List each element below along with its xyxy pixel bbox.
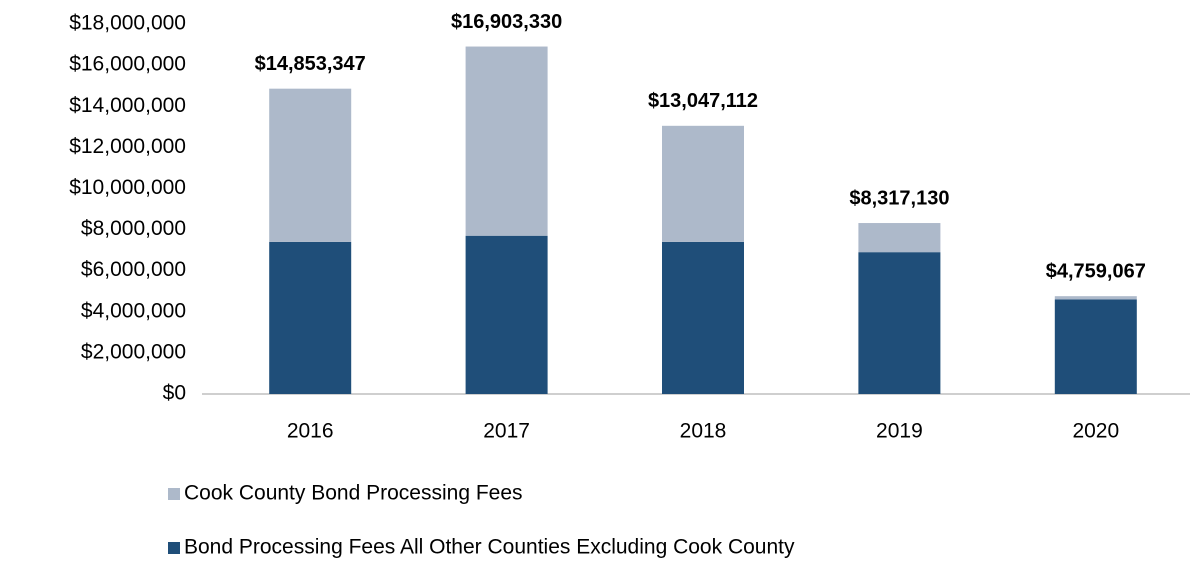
y-tick-label: $8,000,000 xyxy=(81,217,186,240)
total-label: $4,759,067 xyxy=(1046,260,1146,282)
bar-segment xyxy=(858,223,941,253)
y-tick-label: $14,000,000 xyxy=(69,94,186,117)
x-tick-label: 2019 xyxy=(876,420,923,443)
legend-swatch xyxy=(168,488,180,500)
bar-segment xyxy=(269,241,352,394)
total-label: $14,853,347 xyxy=(255,53,366,75)
y-tick-label: $18,000,000 xyxy=(69,12,186,35)
x-tick-label: 2016 xyxy=(287,420,334,443)
y-tick-label: $0 xyxy=(163,382,186,405)
y-tick-label: $10,000,000 xyxy=(69,176,186,199)
y-tick-label: $4,000,000 xyxy=(81,299,186,322)
bar-segment xyxy=(1054,296,1137,300)
total-label: $8,317,130 xyxy=(849,187,949,209)
bar-segment xyxy=(662,125,744,242)
y-tick-label: $12,000,000 xyxy=(69,135,186,158)
bar-segment xyxy=(269,88,352,242)
x-tick-label: 2017 xyxy=(483,420,530,443)
legend-label: Cook County Bond Processing Fees xyxy=(184,482,523,505)
legend-swatch xyxy=(168,542,180,554)
bar-segment xyxy=(1054,299,1137,394)
y-tick-label: $6,000,000 xyxy=(81,258,186,281)
x-tick-label: 2020 xyxy=(1072,420,1119,443)
total-label: $16,903,330 xyxy=(451,11,562,33)
bar-segment xyxy=(465,46,548,236)
bar-segment xyxy=(858,252,941,394)
y-tick-label: $2,000,000 xyxy=(81,340,186,363)
bar-segment xyxy=(662,241,744,394)
x-tick-label: 2018 xyxy=(680,420,727,443)
legend-label: Bond Processing Fees All Other Counties … xyxy=(184,536,795,559)
total-label: $13,047,112 xyxy=(648,90,758,112)
y-tick-label: $16,000,000 xyxy=(69,53,186,76)
bar-segment xyxy=(465,235,548,394)
